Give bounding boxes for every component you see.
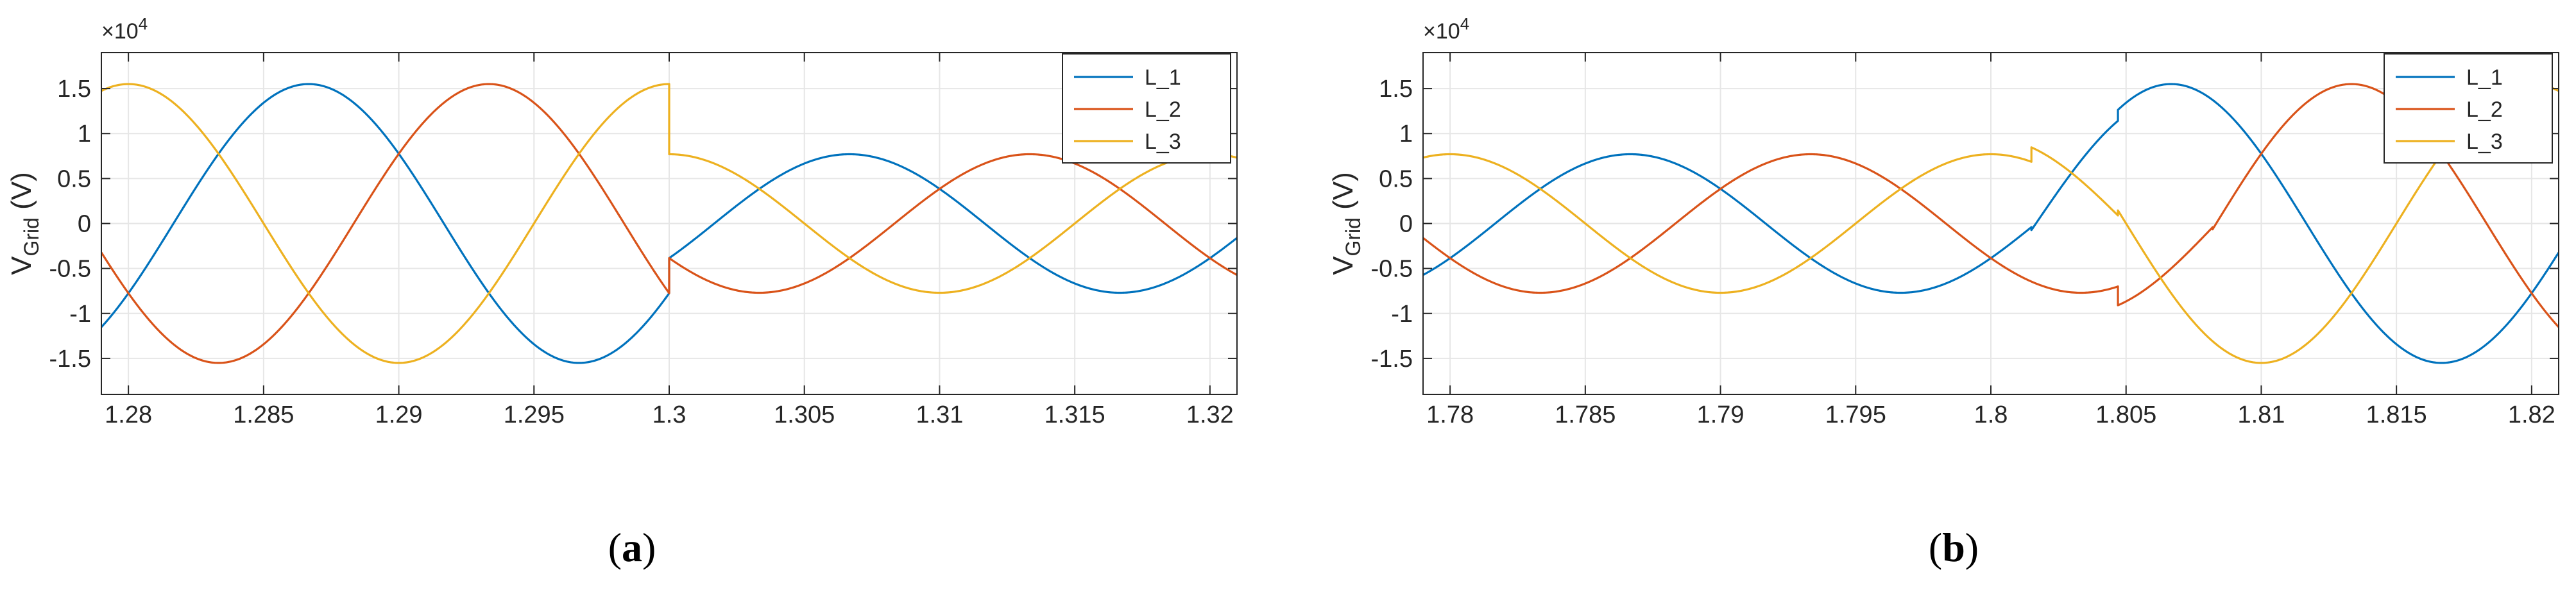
y-tick-label: 0.5 [57,165,91,192]
x-tick-label: 1.32 [1186,401,1234,428]
y-tick-label: -1.5 [49,346,91,373]
x-tick-label: 1.78 [1426,401,1474,428]
x-tick-label: 1.3 [653,401,687,428]
y-tick-label: -1.5 [1371,346,1413,373]
chart-panel-b: 1.78 1.785 1.79 1.795 1.8 1.805 1.81 1.815 1.82 -… [1327,14,2559,428]
y-tick-label: -1 [1391,301,1413,328]
x-tick-label: 1.29 [375,401,423,428]
x-tick-label: 1.82 [2508,401,2555,428]
series-line-l1 [1423,83,2559,364]
y-tick-label: 1.5 [1379,76,1413,103]
x-tick-label: 1.795 [1825,401,1886,428]
x-tick-label: 1.81 [2237,401,2285,428]
legend-label: L_1 [1145,65,1181,90]
y-tick-label: -1 [69,301,91,328]
y-tick-label: 1 [78,121,91,148]
y-tick-label: 0 [1399,211,1413,238]
series-line-l2 [101,83,1237,364]
x-tick-label: 1.8 [1974,401,2008,428]
series-line-l2 [1423,83,2559,328]
x-tick-label: 1.305 [774,401,835,428]
y-tick-label: 0 [78,211,91,238]
y-tick-label: -0.5 [49,256,91,283]
x-tick-label: 1.315 [1045,401,1105,428]
x-tick-label: 1.285 [233,401,294,428]
x-tick-label: 1.28 [105,401,152,428]
x-tick-label: 1.805 [2095,401,2156,428]
legend: L_1 L_2 L_3 [1062,53,1231,164]
subfigure-label-a: (a) [608,525,656,570]
x-tick-label: 1.295 [504,401,565,428]
x-tick-label: 1.79 [1697,401,1744,428]
y-exponent-label: ×104 [1423,14,1469,44]
series-line-l3 [1423,83,2559,364]
legend-label: L_3 [1145,130,1181,154]
y-tick-label: -0.5 [1371,256,1413,283]
x-tick-label: 1.785 [1555,401,1616,428]
chart-panel-a: 1.28 1.285 1.29 1.295 1.3 1.305 1.31 1.315 1.32 -… [6,14,1238,428]
subfigure-label-b: (b) [1929,525,1979,570]
y-exponent-label: ×104 [101,14,148,44]
y-axis-label: VGrid (V) [6,172,43,275]
legend: L_1 L_2 L_3 [2384,53,2553,164]
series-line-l3 [101,83,1237,364]
y-tick-label: 1 [1399,121,1413,148]
legend-label: L_1 [2466,65,2503,90]
legend-label: L_3 [2466,130,2503,154]
legend-label: L_2 [1145,97,1181,122]
y-tick-label: 0.5 [1379,165,1413,192]
y-axis-label: VGrid (V) [1327,172,1365,275]
x-tick-label: 1.815 [2366,401,2427,428]
legend-label: L_2 [2466,97,2503,122]
y-tick-label: 1.5 [57,76,91,103]
x-tick-label: 1.31 [916,401,963,428]
